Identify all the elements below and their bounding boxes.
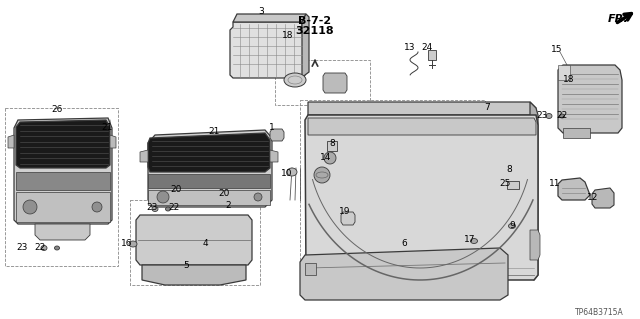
Polygon shape	[148, 190, 270, 205]
Polygon shape	[16, 192, 110, 222]
Polygon shape	[270, 150, 278, 162]
Polygon shape	[148, 130, 272, 207]
Polygon shape	[308, 102, 536, 115]
Text: 22: 22	[168, 204, 180, 212]
Ellipse shape	[41, 246, 47, 250]
Circle shape	[157, 191, 169, 203]
Polygon shape	[148, 174, 270, 188]
Polygon shape	[341, 212, 355, 225]
Ellipse shape	[284, 73, 306, 87]
Text: 10: 10	[281, 168, 292, 177]
Text: 14: 14	[320, 152, 332, 161]
Text: 22: 22	[35, 242, 45, 251]
Text: 11: 11	[549, 179, 561, 188]
Bar	[327, 141, 337, 151]
Polygon shape	[8, 135, 14, 148]
Text: 16: 16	[121, 239, 132, 248]
Text: 7: 7	[484, 103, 490, 113]
Ellipse shape	[287, 168, 297, 176]
Ellipse shape	[509, 224, 515, 228]
Polygon shape	[230, 22, 305, 78]
Text: FR.: FR.	[608, 14, 628, 24]
Text: 3: 3	[258, 6, 264, 16]
Text: 26: 26	[51, 106, 63, 115]
Text: 8: 8	[506, 166, 512, 174]
Circle shape	[254, 193, 262, 201]
Polygon shape	[16, 172, 110, 190]
Ellipse shape	[129, 241, 137, 247]
Circle shape	[23, 200, 37, 214]
Polygon shape	[592, 188, 614, 208]
Text: B-7-2: B-7-2	[298, 16, 332, 26]
Text: 1: 1	[269, 123, 275, 132]
Polygon shape	[558, 178, 590, 200]
Polygon shape	[340, 274, 500, 282]
Polygon shape	[148, 133, 270, 172]
Ellipse shape	[54, 246, 60, 250]
Text: 21: 21	[208, 127, 220, 136]
Ellipse shape	[166, 207, 170, 211]
Bar	[5, 108, 118, 266]
Polygon shape	[35, 224, 90, 240]
Ellipse shape	[559, 114, 564, 118]
Polygon shape	[305, 115, 538, 280]
Polygon shape	[563, 128, 590, 138]
Circle shape	[92, 202, 102, 212]
Polygon shape	[140, 150, 148, 162]
Polygon shape	[300, 248, 508, 300]
Bar	[300, 100, 485, 280]
Bar	[507, 181, 519, 189]
Text: 19: 19	[339, 206, 351, 216]
Polygon shape	[233, 14, 306, 22]
Text: 9: 9	[509, 221, 515, 231]
Text: 5: 5	[183, 261, 189, 270]
Text: 8: 8	[329, 138, 335, 147]
Text: 24: 24	[421, 43, 433, 53]
Polygon shape	[558, 65, 570, 80]
Polygon shape	[530, 102, 538, 280]
Circle shape	[324, 152, 336, 164]
Ellipse shape	[470, 239, 477, 243]
Polygon shape	[323, 73, 347, 93]
Text: 15: 15	[551, 46, 563, 55]
Ellipse shape	[152, 206, 158, 211]
Text: 18: 18	[563, 76, 575, 85]
Polygon shape	[270, 129, 284, 141]
Polygon shape	[142, 265, 246, 285]
Text: 17: 17	[464, 235, 476, 244]
Text: 20: 20	[218, 189, 230, 198]
Text: 13: 13	[404, 43, 416, 53]
Text: 18: 18	[282, 32, 294, 41]
Polygon shape	[16, 120, 110, 168]
Text: 32118: 32118	[296, 26, 334, 36]
Polygon shape	[14, 118, 112, 224]
Polygon shape	[355, 255, 485, 270]
Bar	[130, 200, 260, 285]
Text: 22: 22	[556, 110, 568, 120]
Text: 23: 23	[147, 204, 157, 212]
Text: 2: 2	[225, 201, 231, 210]
Circle shape	[314, 167, 330, 183]
Text: 21: 21	[101, 123, 113, 132]
Text: 20: 20	[170, 186, 182, 195]
Polygon shape	[110, 135, 116, 148]
Bar	[275, 60, 370, 105]
Polygon shape	[308, 118, 536, 135]
Ellipse shape	[546, 114, 552, 118]
Text: 12: 12	[588, 194, 598, 203]
Text: 25: 25	[499, 179, 511, 188]
Text: 23: 23	[536, 110, 548, 120]
Polygon shape	[302, 14, 309, 78]
Polygon shape	[428, 50, 436, 60]
Text: TP64B3715A: TP64B3715A	[575, 308, 624, 317]
Text: 6: 6	[401, 239, 407, 248]
Text: 23: 23	[16, 242, 28, 251]
Polygon shape	[530, 230, 540, 260]
Polygon shape	[136, 215, 252, 265]
Text: 4: 4	[202, 240, 208, 249]
Polygon shape	[305, 263, 316, 275]
Polygon shape	[558, 65, 622, 133]
